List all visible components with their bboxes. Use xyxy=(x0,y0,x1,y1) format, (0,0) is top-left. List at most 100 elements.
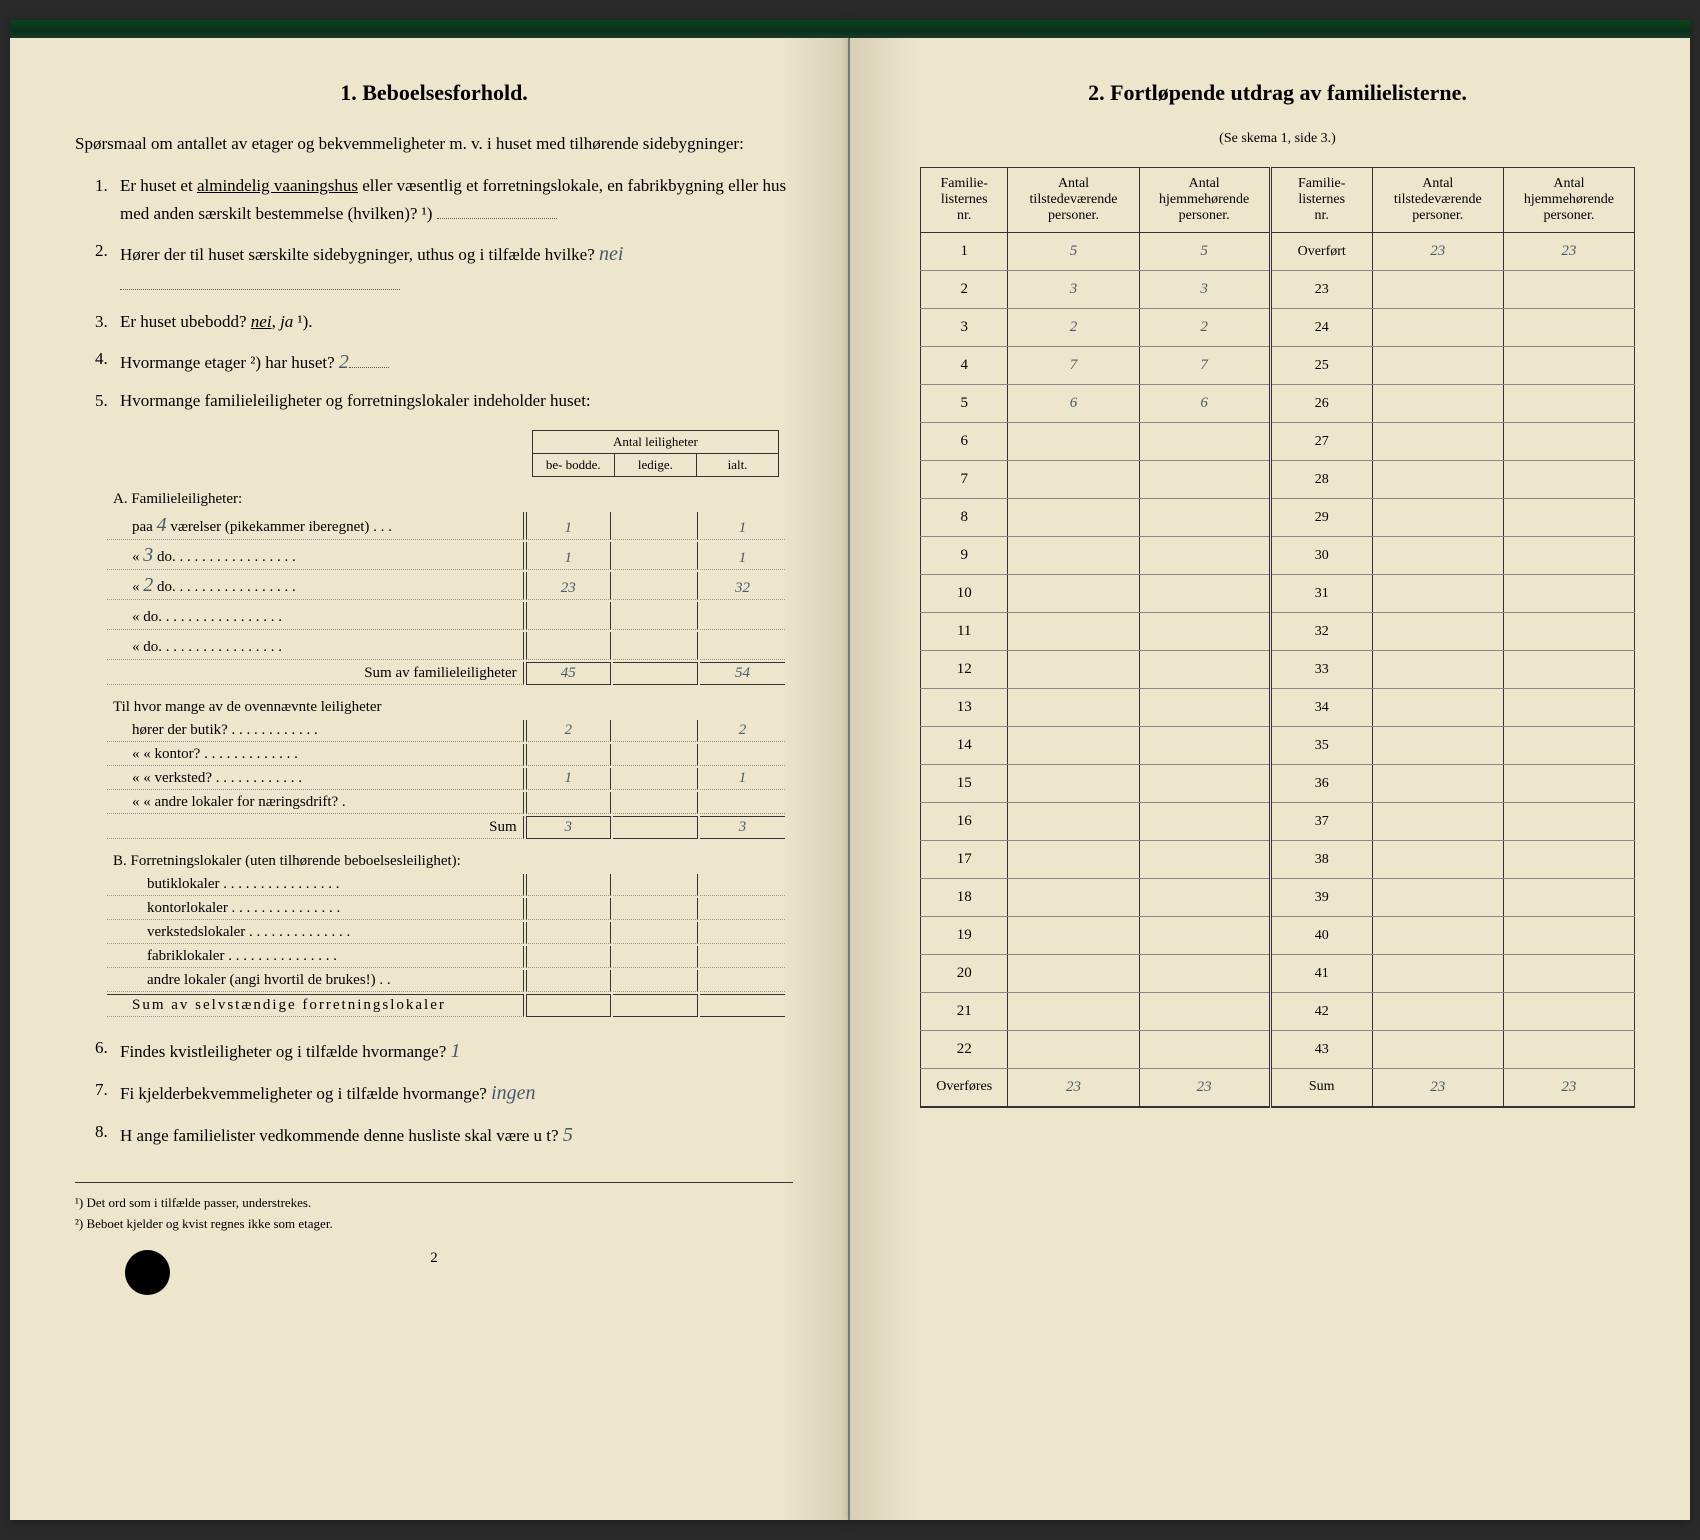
ink-blot xyxy=(125,1250,170,1295)
q8-num: 8. xyxy=(95,1118,108,1147)
family-table: Familie-listernesnr.Antaltilstedeværende… xyxy=(920,167,1635,1108)
q1-text: Er huset et almindelig vaaningshus eller… xyxy=(120,176,786,224)
col-bebodde: be- bodde. xyxy=(532,453,614,476)
family-header: Antaltilstedeværendepersoner. xyxy=(1372,168,1503,233)
family-row: 7 28 xyxy=(921,461,1635,499)
sub-header-title: Antal leiligheter xyxy=(532,430,778,453)
family-row: 12 33 xyxy=(921,651,1635,689)
family-row: 17 38 xyxy=(921,841,1635,879)
q7-text: Fi kjelderbekvemmeligheter og i tilfælde… xyxy=(120,1084,487,1103)
question-8: 8. H ange familielister vedkommende denn… xyxy=(100,1118,793,1152)
right-subtitle: (Se skema 1, side 3.) xyxy=(920,131,1635,147)
family-row: 20 41 xyxy=(921,955,1635,993)
q6-answer: 1 xyxy=(451,1040,461,1062)
inner-table-header: Antal leiligheter be- bodde. ledige. ial… xyxy=(532,430,779,477)
tilhvor-row: « « verksted? . . . . . . . . . . . . 1 … xyxy=(107,768,785,790)
right-page: 2. Fortløpende utdrag av familielisterne… xyxy=(850,20,1690,1520)
q4-answer: 2 xyxy=(339,351,349,373)
q2-text: Hører der til huset særskilte sidebygnin… xyxy=(120,245,595,264)
family-row: 18 39 xyxy=(921,879,1635,917)
sum-til-label: Sum xyxy=(107,816,524,839)
q5-text: Hvormange familieleiligheter og forretni… xyxy=(120,391,591,410)
family-row: 11 32 xyxy=(921,613,1635,651)
sum-til-i: 3 xyxy=(700,816,785,839)
col-ledige: ledige. xyxy=(614,453,696,476)
q8-text: H ange familielister vedkommende denne h… xyxy=(120,1126,559,1145)
q2-num: 2. xyxy=(95,237,108,266)
sum-a-bebodde: 45 xyxy=(526,662,611,685)
family-row: 13 34 xyxy=(921,689,1635,727)
family-header: Familie-listernesnr. xyxy=(1270,168,1372,233)
sum-a-ledige xyxy=(613,662,698,685)
question-2: 2. Hører der til huset særskilte sidebyg… xyxy=(100,237,793,300)
footnotes: ¹) Det ord som i tilfælde passer, unders… xyxy=(75,1182,793,1235)
family-row: 21 42 xyxy=(921,993,1635,1031)
book-spread: 1. Beboelsesforhold. Spørsmaal om antall… xyxy=(10,20,1690,1520)
sum-til-b: 3 xyxy=(526,816,611,839)
sum-a-ialt: 54 xyxy=(700,662,785,685)
question-4: 4. Hvormange etager ²) har huset? 2 xyxy=(100,345,793,379)
section-b-row: fabriklokaler . . . . . . . . . . . . . … xyxy=(107,946,785,968)
intro-text: Spørsmaal om antallet av etager og bekve… xyxy=(75,131,793,157)
section-b-label: B. Forretningslokaler (uten tilhørende b… xyxy=(107,841,785,872)
family-header: Antalhjemmehørendepersoner. xyxy=(1503,168,1634,233)
family-row: 6 27 xyxy=(921,423,1635,461)
family-header: Antaltilstedeværendepersoner. xyxy=(1008,168,1139,233)
q3-text: Er huset ubebodd? nei, ja ¹). xyxy=(120,312,313,331)
left-page: 1. Beboelsesforhold. Spørsmaal om antall… xyxy=(10,20,850,1520)
scan-top-strip xyxy=(10,20,1690,38)
q6-num: 6. xyxy=(95,1034,108,1063)
family-row: 3 2 2 24 xyxy=(921,309,1635,347)
question-1: 1. Er huset et almindelig vaaningshus el… xyxy=(100,172,793,230)
family-row: 2 3 3 23 xyxy=(921,271,1635,309)
footnote-1: ¹) Det ord som i tilfælde passer, unders… xyxy=(75,1193,793,1214)
family-row: 9 30 xyxy=(921,537,1635,575)
page-number: 2 xyxy=(75,1250,793,1267)
sum-til-l xyxy=(613,816,698,839)
tilhvor-row: hører der butik? . . . . . . . . . . . .… xyxy=(107,720,785,742)
sub-table: Antal leiligheter be- bodde. ledige. ial… xyxy=(105,426,787,1019)
family-row: 15 36 xyxy=(921,765,1635,803)
family-row: 8 29 xyxy=(921,499,1635,537)
section-a-label: A. Familieleiligheter: xyxy=(107,481,785,510)
section-b-row: butiklokaler . . . . . . . . . . . . . .… xyxy=(107,874,785,896)
family-row: 1 5 5 Overført 23 23 xyxy=(921,233,1635,271)
section-b-row: andre lokaler (angi hvortil de brukes!) … xyxy=(107,970,785,992)
tilhvor-intro: Til hvor mange av de ovennævnte leilighe… xyxy=(107,687,785,718)
family-header: Antalhjemmehørendepersoner. xyxy=(1139,168,1270,233)
tilhvor-row: « « kontor? . . . . . . . . . . . . . xyxy=(107,744,785,766)
family-header: Familie-listernesnr. xyxy=(921,168,1008,233)
question-7: 7. Fi kjelderbekvemmeligheter og i tilfæ… xyxy=(100,1076,793,1110)
family-row: 4 7 7 25 xyxy=(921,347,1635,385)
sum-b-label: Sum av selvstændige forretningslokaler xyxy=(107,994,524,1017)
question-list: 1. Er huset et almindelig vaaningshus el… xyxy=(75,172,793,416)
q7-answer: ingen xyxy=(491,1082,535,1104)
q8-answer: 5 xyxy=(563,1124,573,1146)
col-ialt: ialt. xyxy=(696,453,778,476)
tilhvor-row: « « andre lokaler for næringsdrift? . xyxy=(107,792,785,814)
q2-answer: nei xyxy=(599,243,623,265)
section-a-row: paa 4 værelser (pikekammer iberegnet) . … xyxy=(107,512,785,540)
left-title: 1. Beboelsesforhold. xyxy=(75,80,793,106)
q4-num: 4. xyxy=(95,345,108,374)
family-row: 10 31 xyxy=(921,575,1635,613)
q3-num: 3. xyxy=(95,308,108,337)
q5-num: 5. xyxy=(95,387,108,416)
q7-num: 7. xyxy=(95,1076,108,1105)
family-row: 19 40 xyxy=(921,917,1635,955)
section-a-row: « 2 do. . . . . . . . . . . . . . . . . … xyxy=(107,572,785,600)
q6-text: Findes kvistleiligheter og i tilfælde hv… xyxy=(120,1042,446,1061)
q1-num: 1. xyxy=(95,172,108,201)
footnote-2: ²) Beboet kjelder og kvist regnes ikke s… xyxy=(75,1214,793,1235)
section-b-row: verkstedslokaler . . . . . . . . . . . .… xyxy=(107,922,785,944)
family-row: 14 35 xyxy=(921,727,1635,765)
section-a-row: « do. . . . . . . . . . . . . . . . . xyxy=(107,632,785,660)
family-row: 16 37 xyxy=(921,803,1635,841)
question-3: 3. Er huset ubebodd? nei, ja ¹). xyxy=(100,308,793,337)
q4-text: Hvormange etager ²) har huset? xyxy=(120,353,335,372)
question-list-2: 6. Findes kvistleiligheter og i tilfælde… xyxy=(75,1034,793,1152)
question-6: 6. Findes kvistleiligheter og i tilfælde… xyxy=(100,1034,793,1068)
right-title: 2. Fortløpende utdrag av familielisterne… xyxy=(920,80,1635,106)
section-a-row: « 3 do. . . . . . . . . . . . . . . . . … xyxy=(107,542,785,570)
question-5: 5. Hvormange familieleiligheter og forre… xyxy=(100,387,793,416)
